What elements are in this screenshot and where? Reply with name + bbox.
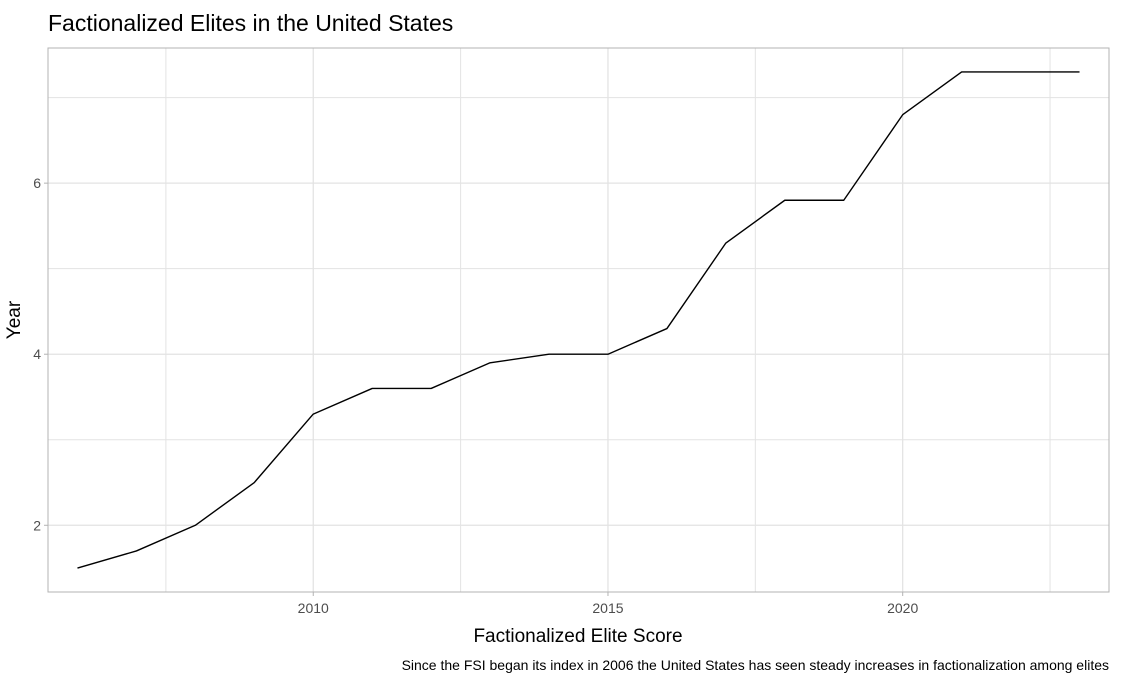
y-tick-label: 6 bbox=[33, 175, 41, 191]
series-line bbox=[77, 71, 1080, 569]
x-tick-label: 2020 bbox=[887, 600, 918, 616]
axis-ticks: 2010 2015 2020 2 4 6 bbox=[33, 175, 918, 616]
panel-border bbox=[47, 47, 1110, 593]
x-tick-label: 2015 bbox=[592, 600, 623, 616]
x-tick-label: 2010 bbox=[298, 600, 329, 616]
chart-title: Factionalized Elites in the United State… bbox=[48, 10, 453, 36]
y-tick-label: 4 bbox=[33, 346, 41, 362]
grid bbox=[48, 48, 1109, 592]
x-axis-label: Factionalized Elite Score bbox=[473, 626, 682, 647]
y-axis-label: Year bbox=[4, 300, 25, 339]
y-tick-label: 2 bbox=[33, 517, 41, 533]
chart-caption: Since the FSI began its index in 2006 th… bbox=[402, 657, 1109, 673]
